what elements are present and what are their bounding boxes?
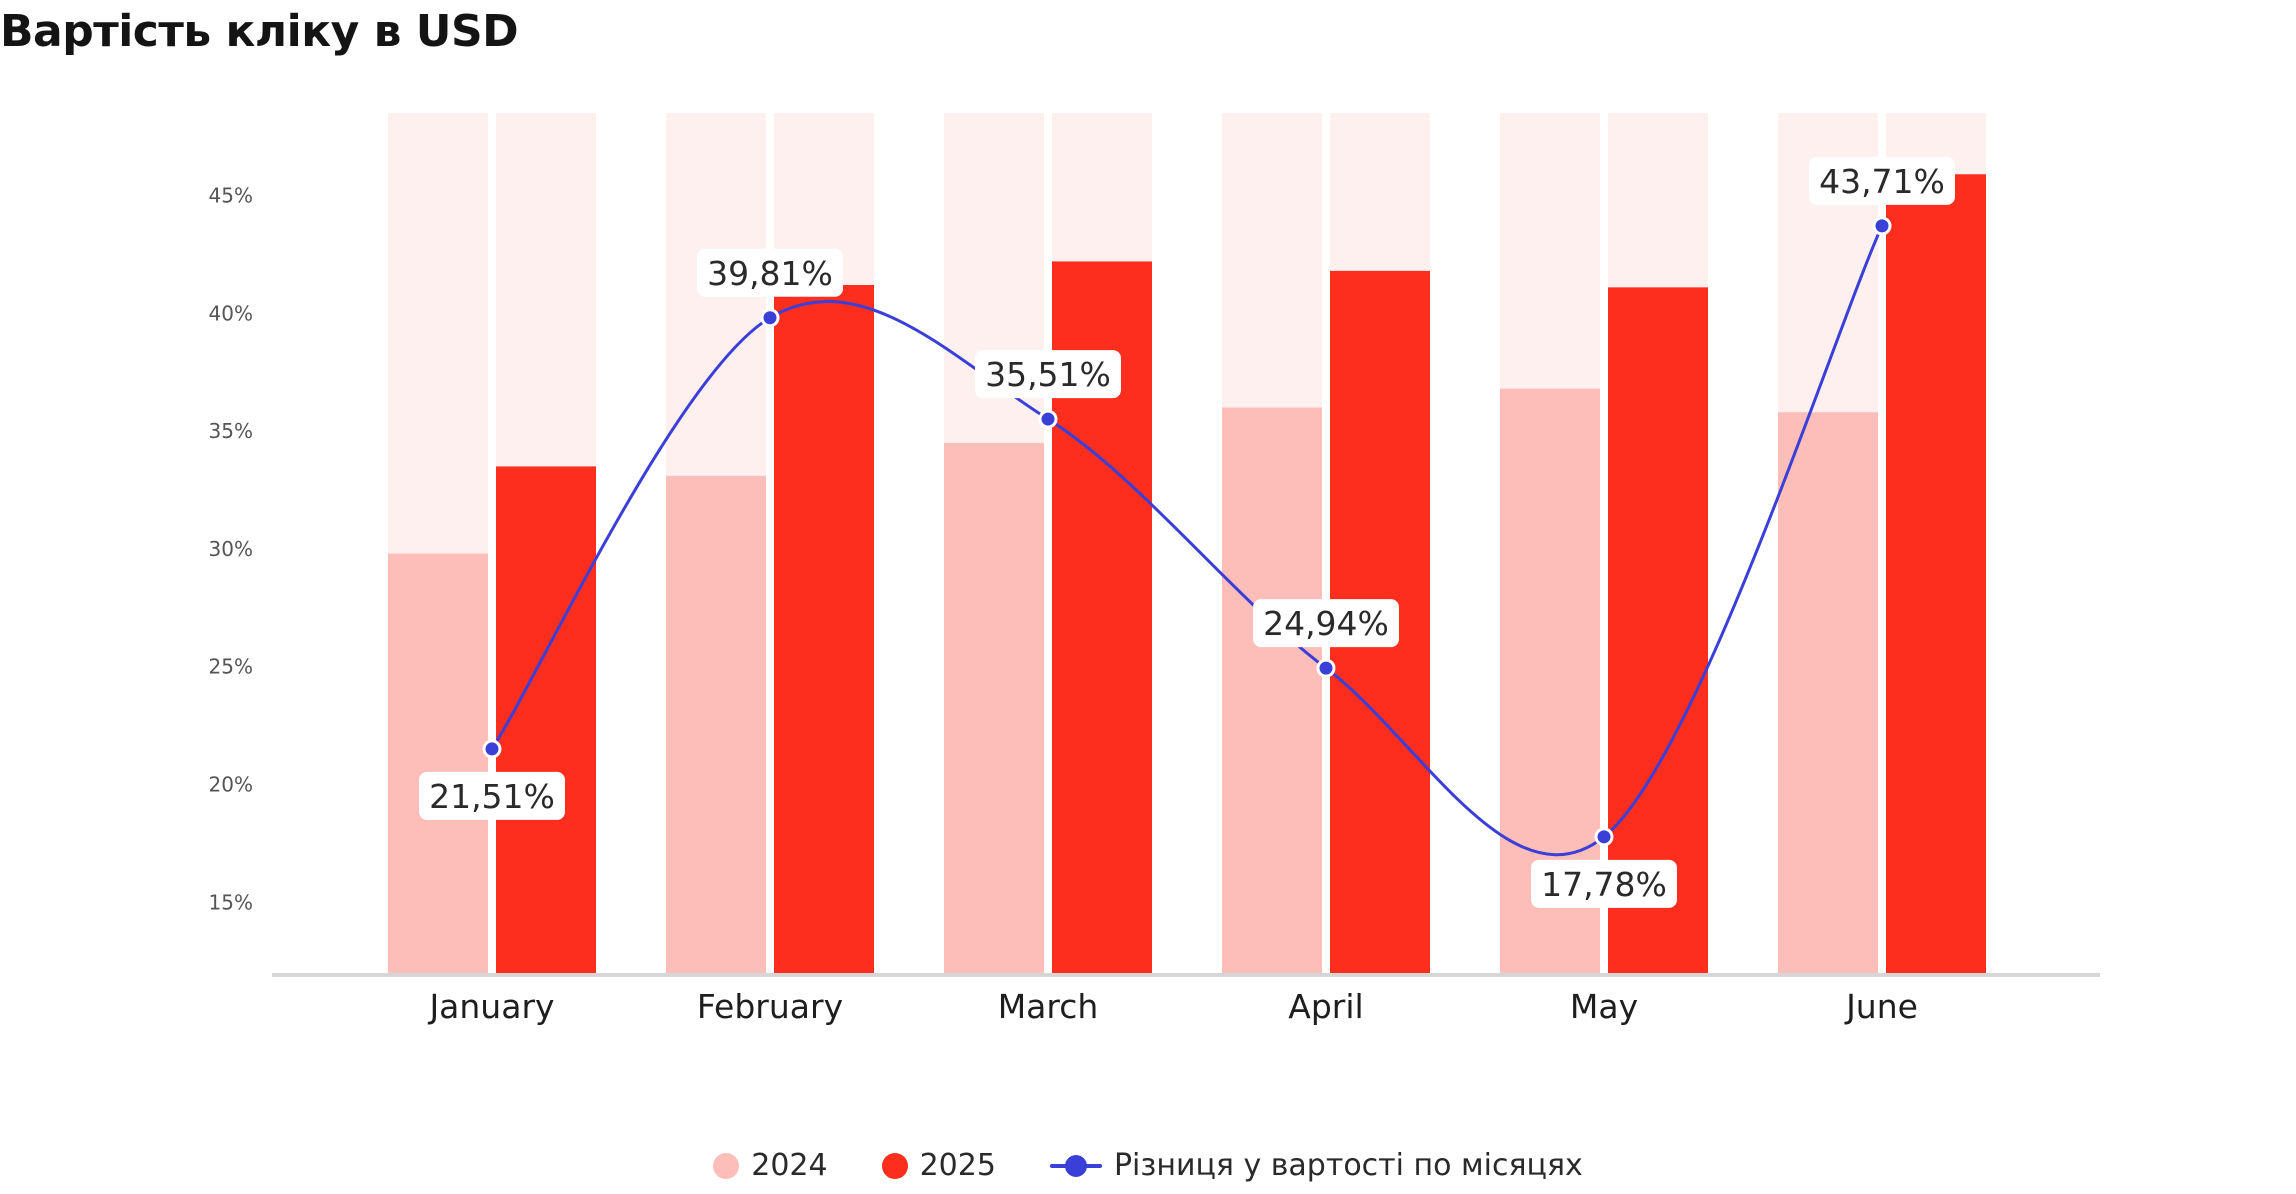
data-label-box [975,350,1121,399]
line-point [1594,827,1614,847]
bar-2025 [774,285,874,973]
bar-2025 [496,466,596,973]
bar-2024 [666,475,766,973]
data-label-box [1531,859,1677,908]
y-tick-label: 45% [209,183,253,207]
data-label-box [697,248,843,297]
y-tick-label: 15% [209,890,253,914]
legend-swatch-line [1049,1153,1102,1179]
difference-line [490,225,1884,857]
y-tick-label: 30% [209,537,253,561]
y-tick-label: 35% [209,419,253,443]
data-label: 43,71% [1819,162,1945,201]
y-tick-label: 40% [209,301,253,325]
chart-legend: 2024 2025 Різниця у вартості по місяцях [0,1148,2296,1183]
y-tick-label: 20% [209,773,253,797]
bar-2024 [1778,412,1878,973]
legend-swatch-2024 [713,1152,740,1179]
x-tick-label: March [998,987,1099,1026]
line-point [1316,658,1336,678]
data-label: 35,51% [985,355,1111,394]
x-tick-label: January [427,987,554,1026]
legend-item-difference[interactable]: Різниця у вартості по місяцях [1049,1148,1583,1183]
legend-item-2024[interactable]: 2024 [713,1148,828,1183]
line-point [1872,216,1892,236]
data-label-box [419,771,565,820]
bar-2024 [944,442,1044,973]
legend-label-difference: Різниця у вартості по місяцях [1113,1148,1583,1183]
bar-2025 [1608,287,1708,973]
data-label: 17,78% [1541,865,1667,904]
data-label: 24,94% [1263,604,1389,643]
legend-label-2025: 2025 [919,1148,996,1183]
data-label-box [1253,599,1399,648]
x-tick-label: June [1844,987,1918,1026]
x-tick-label: May [1570,987,1638,1026]
line-point [760,308,780,328]
x-tick-label: April [1288,987,1363,1026]
legend-item-2025[interactable]: 2025 [881,1148,996,1183]
chart-title: Вартість кліку в USD [0,6,519,57]
line-point [1038,409,1058,429]
data-label: 21,51% [429,777,555,816]
bar-2024 [1222,407,1322,974]
line-point [482,739,502,759]
x-tick-label: February [697,987,843,1026]
legend-swatch-2025 [881,1152,908,1179]
data-label: 39,81% [707,254,833,293]
y-tick-label: 25% [209,655,253,679]
data-label-box [1809,156,1955,205]
bar-2025 [1886,174,1986,974]
bar-2024 [388,553,488,973]
legend-label-2024: 2024 [751,1148,828,1183]
chart-canvas: 15% 20% 25% 30% 35% 40% 45% January February Marc… [209,113,2100,1026]
